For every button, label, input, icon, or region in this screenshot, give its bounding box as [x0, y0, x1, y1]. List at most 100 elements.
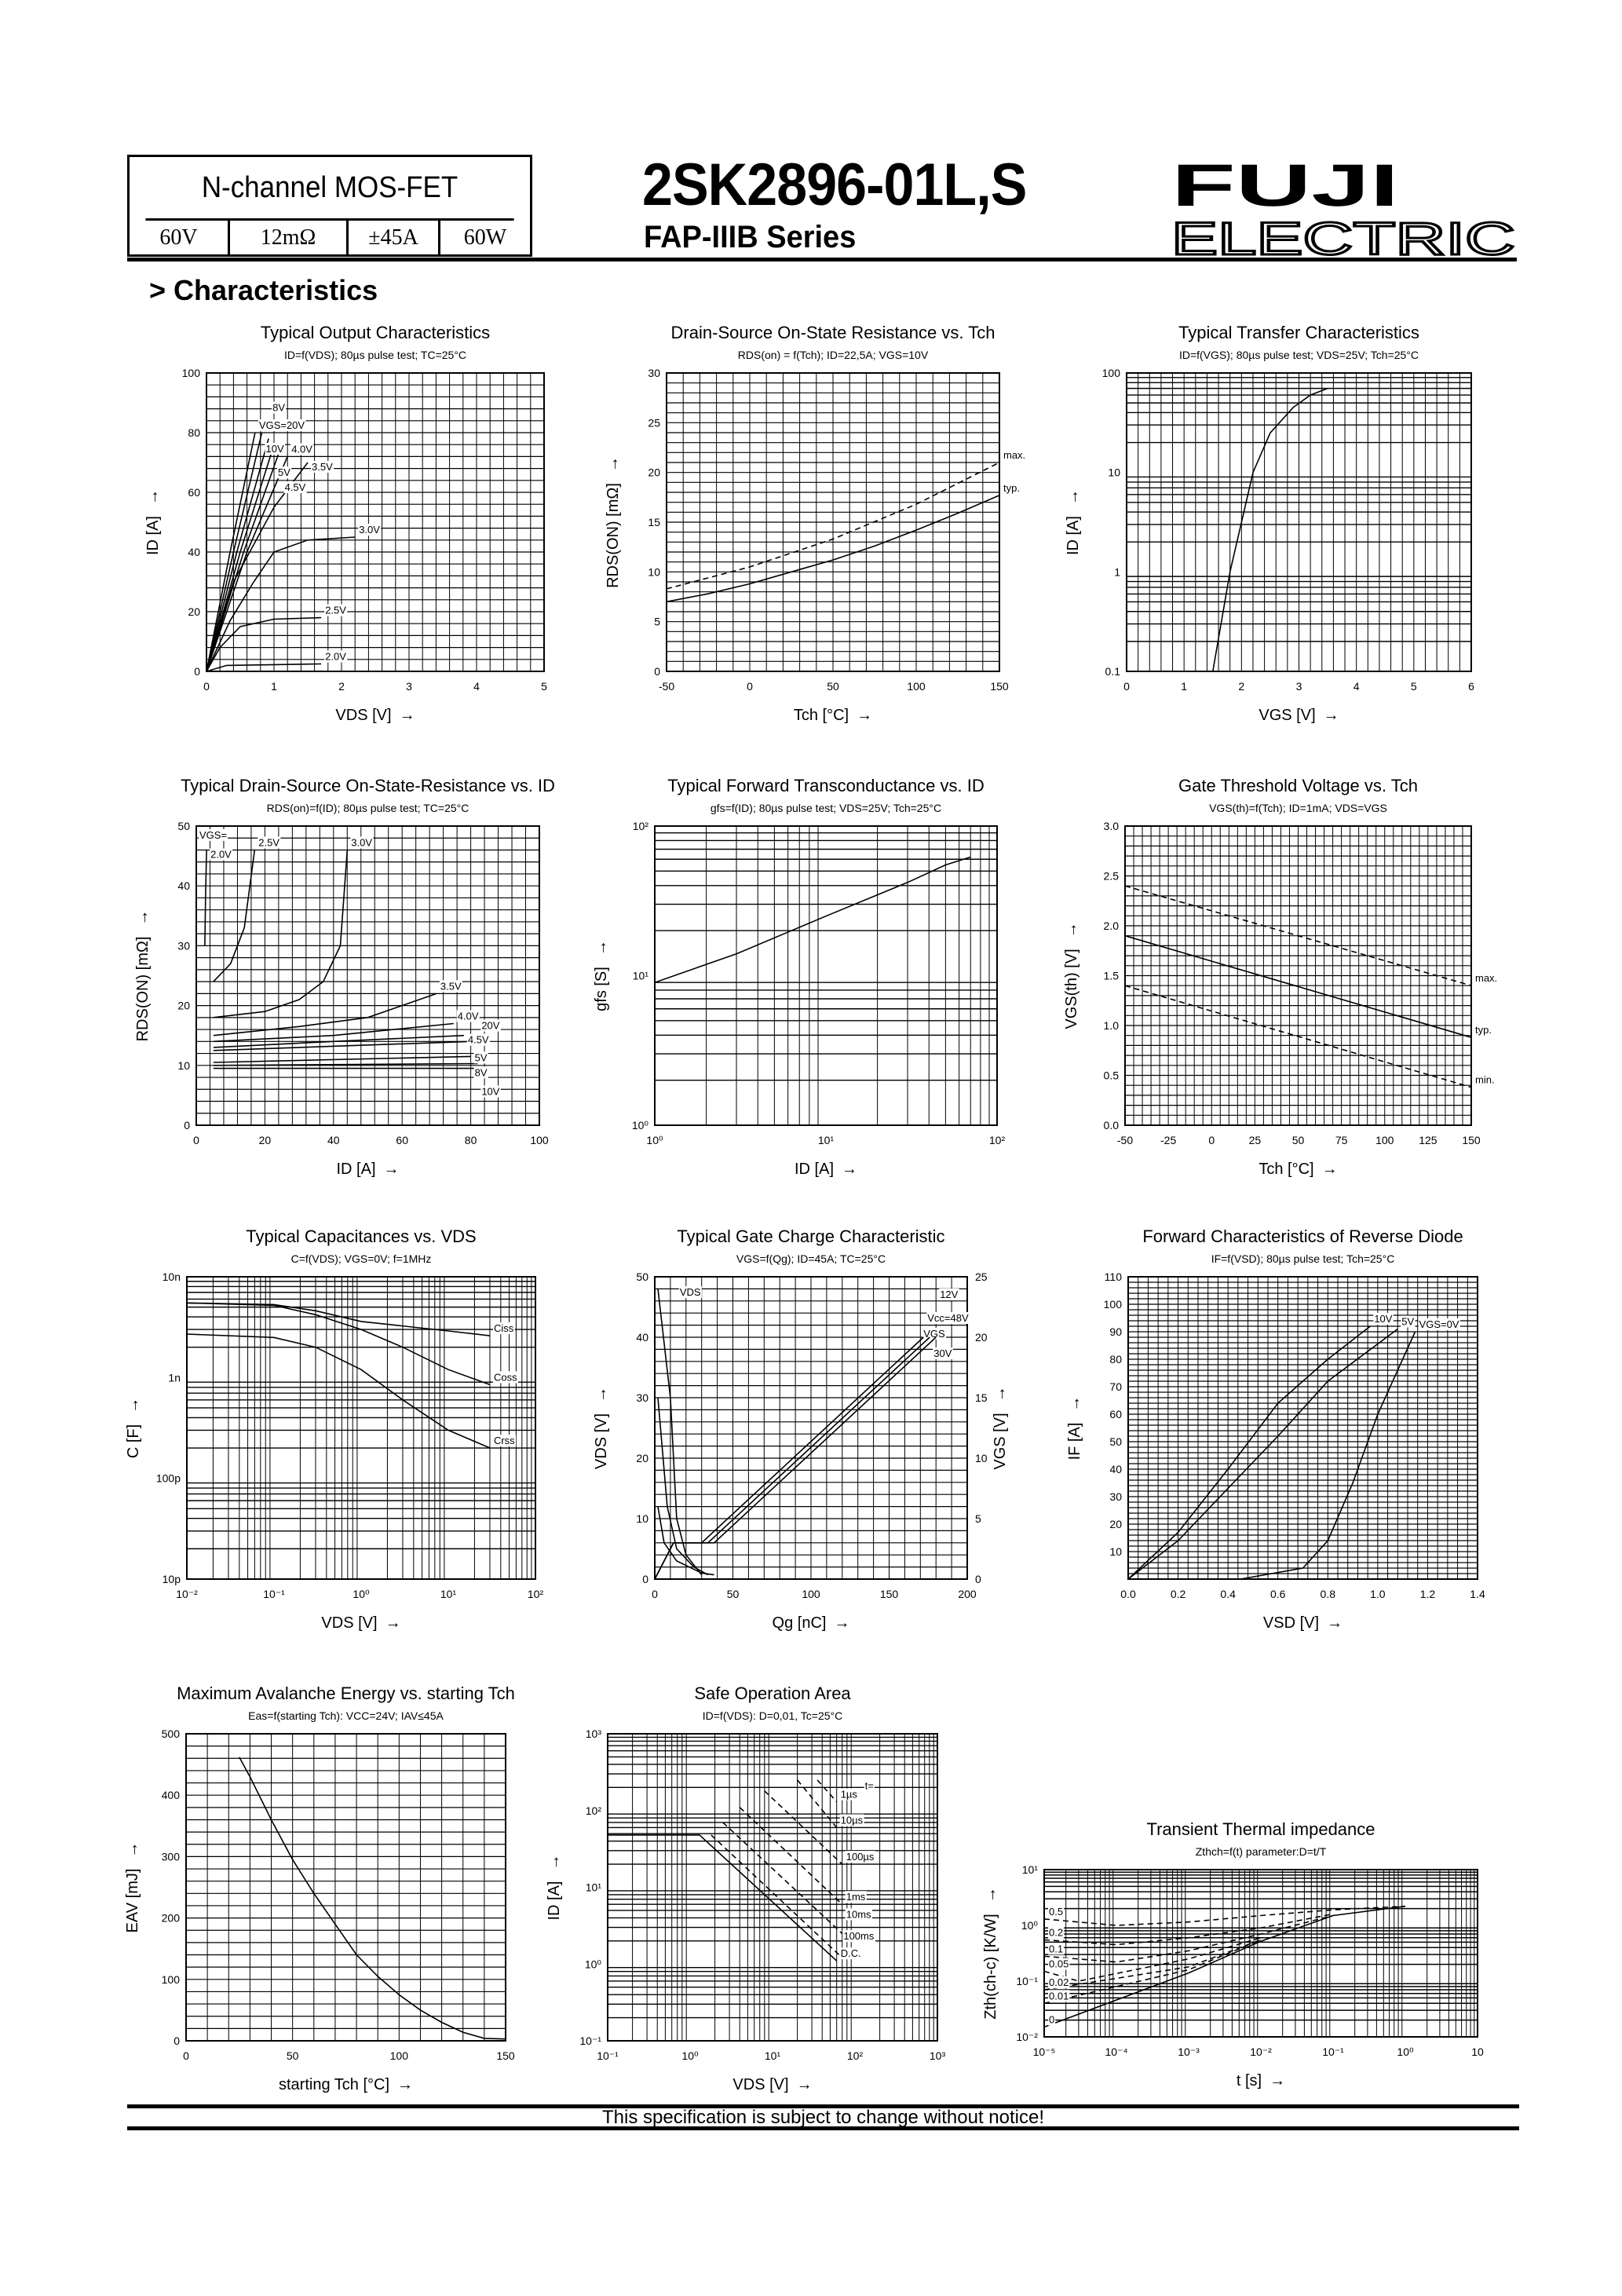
label-background: [480, 1019, 501, 1032]
label-background: [845, 1851, 875, 1863]
plot-frame: [186, 1276, 536, 1580]
x-axis-label: VDS [V]: [335, 707, 391, 724]
y-tick-label: 10: [1108, 466, 1120, 479]
series-line: [213, 1034, 464, 1048]
series-line: [186, 1302, 491, 1386]
x-tick-label: 10⁻¹: [263, 1588, 285, 1600]
series-line: [213, 993, 437, 1036]
chart-2: Drain-Source On-State Resistance vs. Tch…: [605, 323, 1027, 724]
x-axis-label: starting Tch [°C]: [279, 2076, 389, 2093]
grid: [196, 826, 539, 1125]
series-line: [816, 1779, 838, 1803]
grid: [186, 1734, 506, 2041]
series-label: 3.0V: [351, 836, 372, 848]
y-tick-label: 30: [1109, 1490, 1122, 1503]
series-line: [213, 1062, 478, 1066]
label-background: [456, 1010, 480, 1022]
label-background: [1003, 481, 1021, 494]
x-axis-arrow-icon: →: [842, 1161, 857, 1178]
y-tick-label: 500: [162, 1727, 181, 1740]
series-line: [711, 1834, 840, 1956]
chart-6: Gate Threshold Voltage vs. Tch VGS(th)=f(…: [1063, 776, 1499, 1178]
series-line: [206, 616, 322, 672]
chart-subtitle: gfs=f(ID); 80µs pulse test; VDS=25V; Tch…: [711, 802, 941, 814]
y2-axis-arrow-icon: →: [992, 1386, 1009, 1402]
y-tick-label: 100: [162, 1973, 181, 1986]
y-tick-label: 20: [177, 1000, 190, 1012]
x-tick-label: 10⁰: [646, 1134, 663, 1146]
x-tick-label: 75: [1335, 1134, 1348, 1146]
label-background: [1048, 1905, 1065, 1918]
x-tick-label: 1.2: [1420, 1588, 1436, 1600]
y-tick-label: 30: [636, 1391, 648, 1404]
chart-subtitle: C=f(VDS); VGS=0V; f=1MHz: [291, 1252, 432, 1265]
section-title: > Characteristics: [149, 274, 378, 306]
x-tick-label: 1.4: [1470, 1588, 1485, 1600]
x-tick-label: 10⁻¹: [1322, 2046, 1344, 2058]
series-label: 10V: [1374, 1313, 1392, 1325]
x-tick-label: 10⁰: [1397, 2046, 1414, 2058]
chart-title: Typical Transfer Characteristics: [1178, 323, 1419, 342]
x-axis-label: ID [A]: [795, 1161, 834, 1178]
series-label: VGS=20V: [259, 419, 305, 431]
x-tick-label: 3: [1296, 680, 1302, 693]
series-label: Ciss: [494, 1322, 514, 1334]
x-axis-label: VDS [V]: [321, 1614, 377, 1632]
y-tick-label: 10⁰: [632, 1119, 649, 1132]
y-tick-label: 10³: [586, 1727, 602, 1740]
device-type: N-channel MOS-FET: [145, 157, 514, 221]
series-line: [608, 1834, 838, 1961]
grid: [655, 1277, 967, 1579]
series-label: max.: [1475, 972, 1497, 984]
chart-subtitle: ID=f(VDS): D=0,01, Tc=25°C: [703, 1709, 842, 1722]
x-tick-label: 150: [990, 680, 1009, 693]
y-tick-label: 0: [174, 2035, 180, 2047]
plot-frame: [195, 825, 540, 1126]
chart-8: Typical Gate Charge Characteristic VGS=f(…: [593, 1227, 1009, 1632]
label-background: [1048, 2013, 1056, 2026]
x-tick-label: 0: [183, 2049, 189, 2062]
y-tick-label: 50: [177, 820, 190, 832]
y-tick-label: 0: [642, 1573, 648, 1585]
x-tick-label: 40: [327, 1134, 340, 1146]
series-label: D.C.: [841, 1947, 861, 1959]
y-axis-label: gfs [S]: [593, 967, 610, 1011]
y-tick-label: 20: [636, 1452, 648, 1464]
series-line: [1212, 387, 1328, 672]
x-axis-arrow-icon: →: [797, 2076, 813, 2093]
grid: [1127, 373, 1471, 671]
chart-title: Safe Operation Area: [694, 1684, 851, 1703]
series-label: 10ms: [846, 1908, 871, 1920]
y-tick-label: 10¹: [633, 970, 649, 982]
x-axis-arrow-icon: →: [400, 707, 415, 724]
label-background: [839, 1814, 864, 1826]
x-tick-label: 10⁻²: [1250, 2046, 1272, 2058]
series-label: 2.5V: [258, 836, 279, 848]
y-axis-label: ID [A]: [1065, 516, 1082, 555]
label-background: [839, 1788, 859, 1801]
y-axis-label: RDS(ON) [mΩ]: [605, 483, 622, 588]
footer-notice: This specification is subject to change …: [602, 2107, 1044, 2128]
label-background: [1048, 1926, 1065, 1939]
y-axis-arrow-icon: →: [124, 1842, 141, 1858]
series-line: [654, 1336, 937, 1580]
y2-axis-label-group: VGS [V] →: [992, 1386, 1009, 1469]
y-tick-label: 50: [636, 1270, 648, 1283]
y-tick-label: 10¹: [1022, 1863, 1039, 1876]
x-tick-label: 50: [827, 680, 839, 693]
chart-title: Typical Forward Transconductance vs. ID: [667, 776, 985, 795]
plot-frame: [206, 372, 545, 672]
x-tick-label: 4: [473, 680, 480, 693]
series-line: [657, 1506, 714, 1576]
label-background: [845, 1908, 873, 1921]
spec-summary-box: N-channel MOS-FET 60V 12mΩ ±45A 60W: [127, 155, 532, 257]
y-tick-label: 10: [648, 565, 660, 578]
label-background: [839, 1947, 862, 1960]
x-tick-label: 0: [1123, 680, 1130, 693]
y-axis-arrow-icon: →: [546, 1854, 563, 1870]
x-tick-label: 0: [193, 1134, 199, 1146]
label-background: [678, 1286, 702, 1298]
label-background: [1048, 1958, 1070, 1970]
x-tick-label: 2: [1238, 680, 1244, 693]
